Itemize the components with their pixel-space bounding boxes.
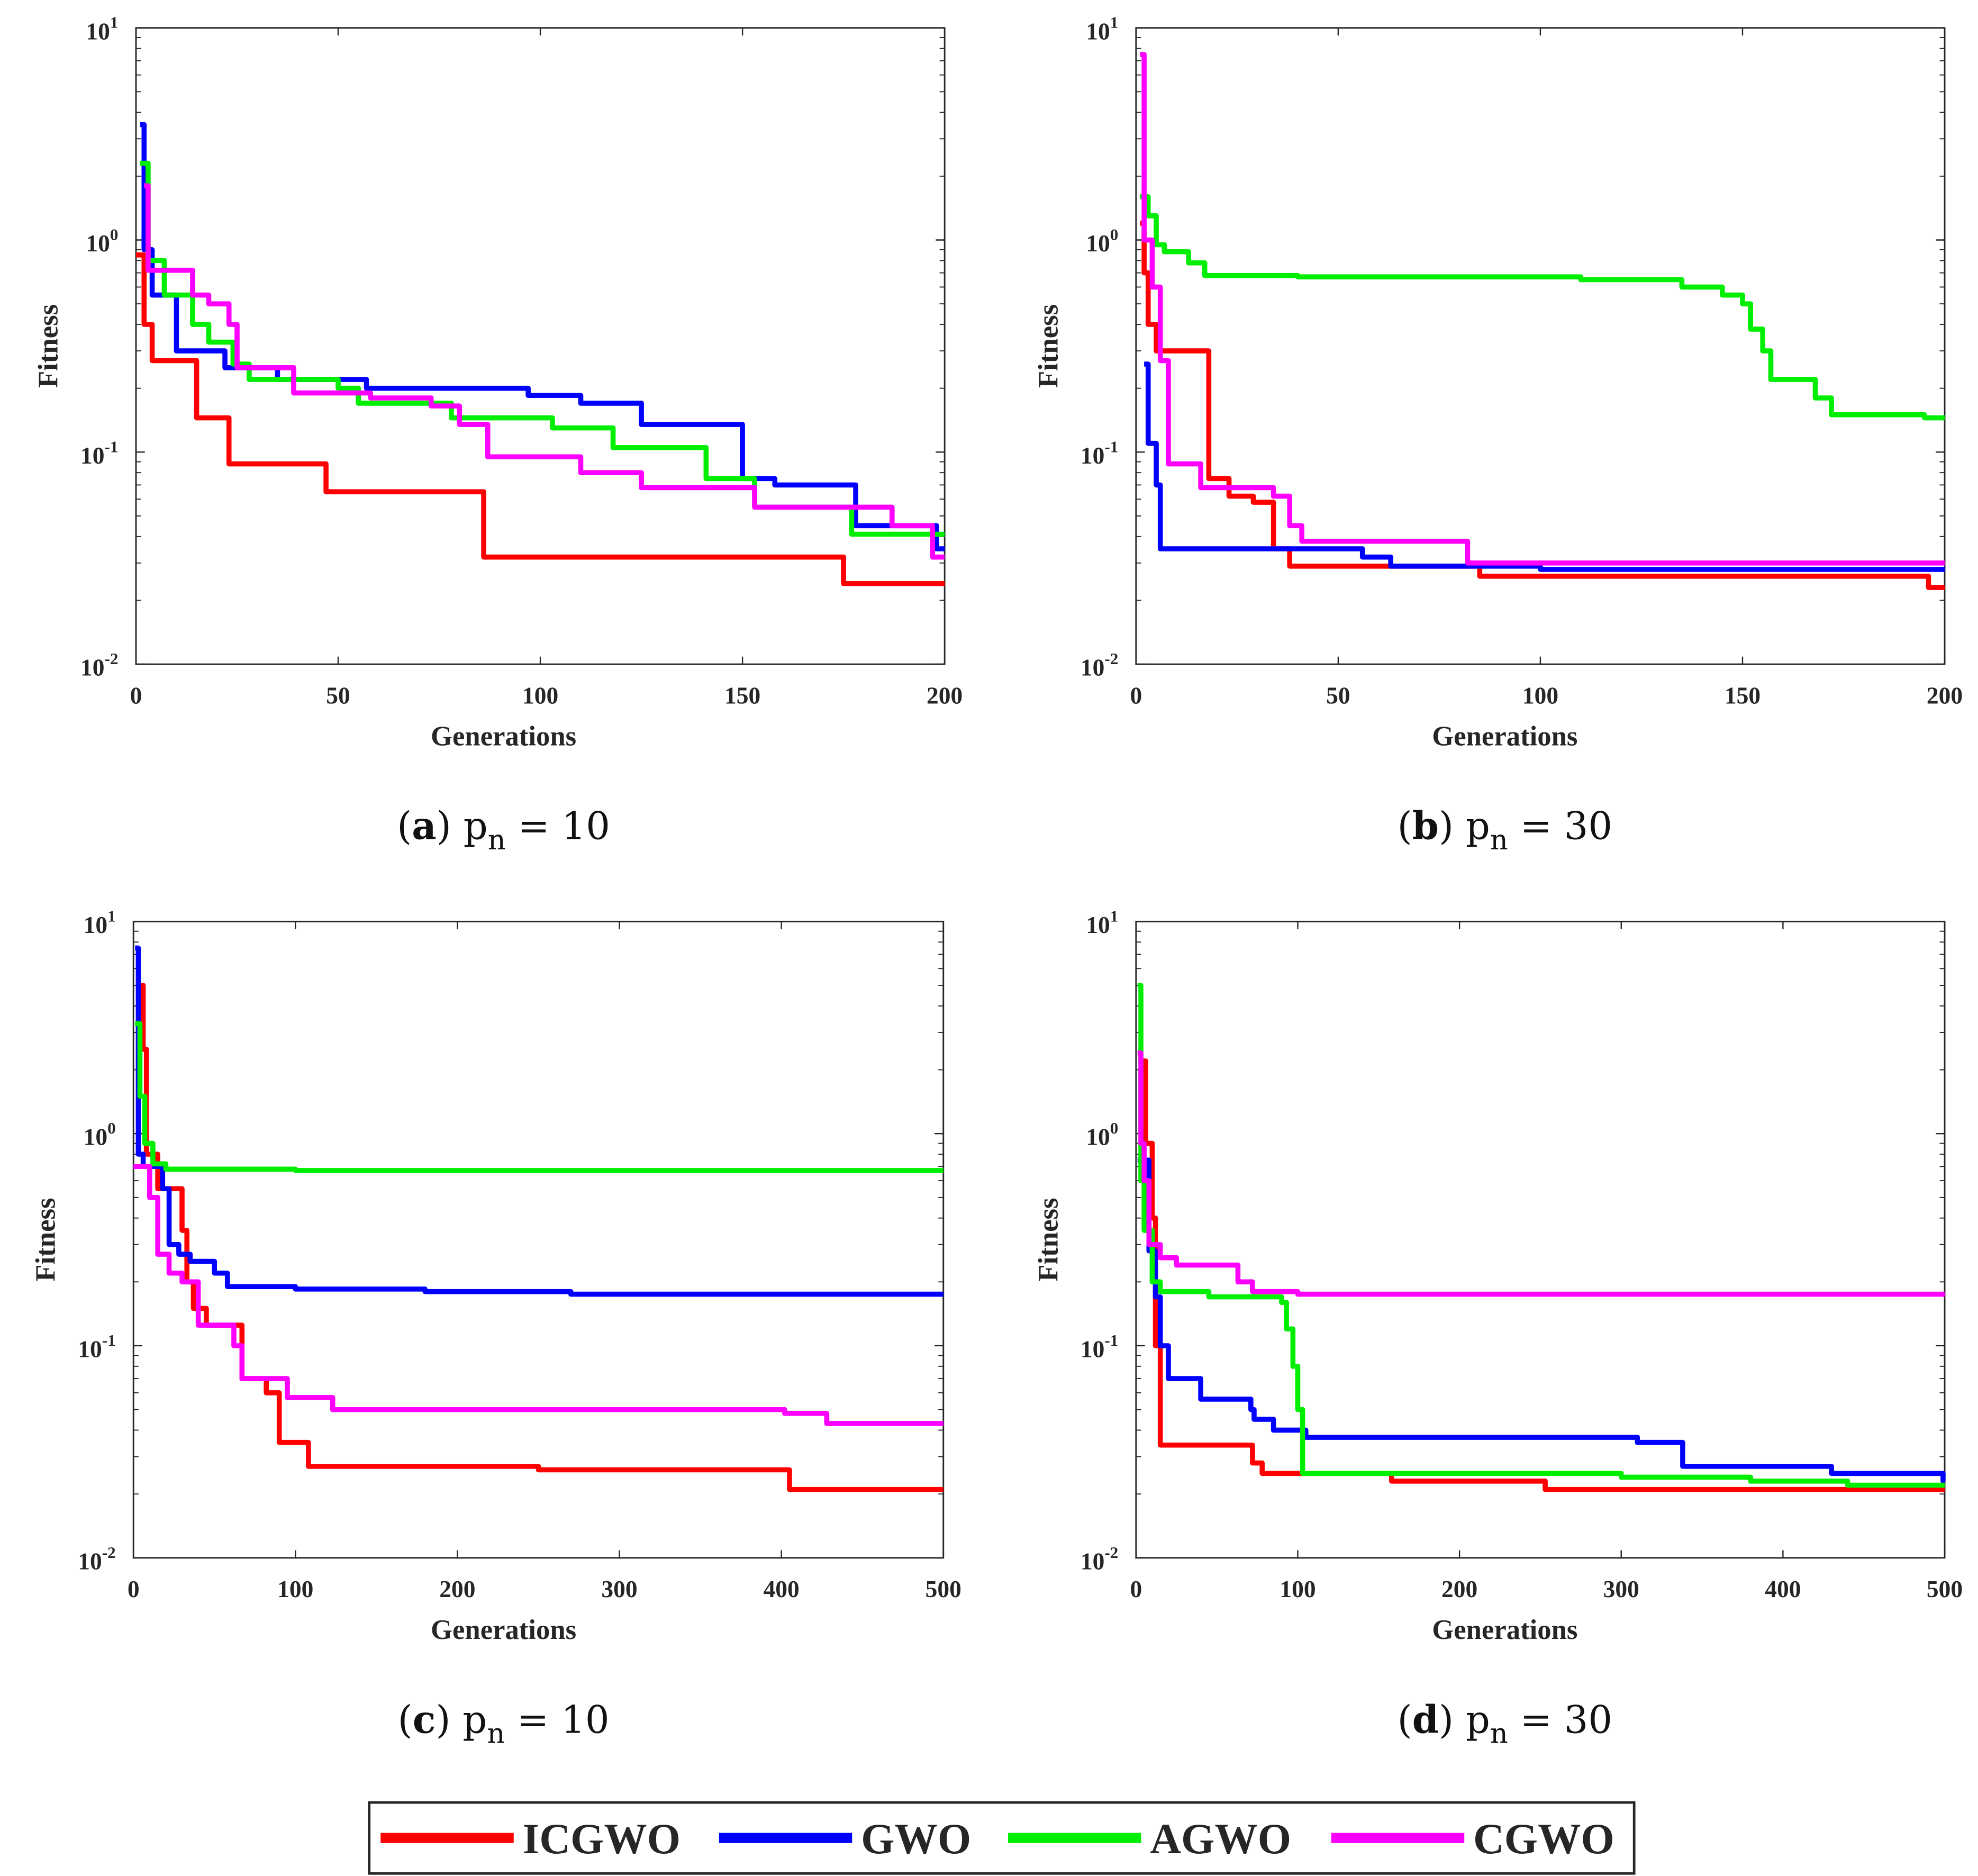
y-tick-label: 100: [1086, 1119, 1118, 1150]
y-tick-label: 10-1: [1081, 437, 1118, 469]
y-tick-label: 10-1: [78, 1331, 115, 1363]
x-tick-label: 300: [601, 1575, 637, 1602]
x-tick-label: 200: [927, 682, 963, 709]
panel-caption: (d) pn = 30: [1398, 1697, 1612, 1750]
x-tick-label: 100: [1522, 682, 1558, 709]
y-tick-label: 10-2: [78, 1543, 115, 1575]
y-tick-label: 101: [1086, 907, 1118, 938]
series-line-icgwo: [1139, 1058, 1945, 1492]
series-line-cgwo: [1140, 51, 1945, 566]
x-tick-label: 200: [439, 1575, 475, 1602]
x-tick-label: 0: [130, 682, 142, 709]
y-tick-label: 10-1: [1081, 1331, 1118, 1363]
panel-caption: (c) pn = 10: [398, 1697, 610, 1750]
chart-panel-a: 0 50 100 150 200 10-2 10-1 100 101 Generations Fit…: [33, 13, 963, 856]
series-line-icgwo: [135, 252, 945, 586]
series-line-gwo: [1137, 1157, 1946, 1484]
x-tick-label: 300: [1603, 1575, 1639, 1602]
series-line-cgwo: [144, 183, 945, 560]
x-tick-label: 400: [764, 1575, 800, 1602]
legend-item-icgwo: ICGWO: [380, 1815, 680, 1863]
panel-caption: (a) pn = 10: [397, 804, 610, 856]
y-tick-label: 100: [86, 225, 118, 257]
x-axis-label: Generations: [1432, 721, 1577, 751]
y-tick-label: 10-2: [80, 649, 118, 681]
legend-label: CGWO: [1473, 1815, 1614, 1863]
x-tick-label: 100: [277, 1575, 313, 1602]
legend: ICGWO GWO AGWO CGWO: [368, 1801, 1636, 1875]
plot-area: [135, 27, 946, 665]
x-tick-label: 400: [1765, 1575, 1801, 1602]
y-tick-label: 10-2: [1081, 649, 1118, 681]
legend-item-agwo: AGWO: [1008, 1815, 1291, 1863]
y-axis-label: Fitness: [1033, 1198, 1064, 1282]
x-tick-label: 100: [1280, 1575, 1315, 1602]
plot-area: [132, 920, 945, 1559]
series-line-agwo: [140, 160, 945, 537]
legend-item-cgwo: CGWO: [1331, 1815, 1614, 1863]
y-axis-label: Fitness: [33, 304, 63, 388]
x-tick-label: 150: [724, 682, 760, 709]
x-tick-label: 0: [1130, 682, 1142, 709]
legend-box: [368, 1801, 1636, 1875]
x-tick-label: 100: [522, 682, 558, 709]
chart-panel-d: 0 100 200 300 400 500 10-2 10-1 100 101 Generation…: [1033, 907, 1963, 1750]
y-tick-label: 101: [84, 907, 116, 938]
x-tick-label: 50: [326, 682, 350, 709]
series-line-agwo: [1140, 194, 1945, 421]
y-axis-label: Fitness: [31, 1198, 61, 1282]
plot-area: [1135, 920, 1946, 1559]
legend-label: AGWO: [1150, 1815, 1291, 1863]
plot-area: [1135, 27, 1946, 665]
chart-panel-b: 0 50 100 150 200 10-2 10-1 100 101 Generations Fit…: [1033, 13, 1963, 856]
x-tick-label: 500: [926, 1575, 961, 1602]
x-tick-label: 0: [128, 1575, 140, 1602]
y-tick-label: 10-2: [1081, 1543, 1118, 1575]
y-tick-label: 10-1: [80, 437, 118, 469]
y-tick-label: 100: [1086, 225, 1118, 257]
series-line-icgwo: [1140, 220, 1945, 590]
legend-label: ICGWO: [523, 1815, 681, 1863]
x-tick-label: 0: [1130, 1575, 1142, 1602]
legend-item-gwo: GWO: [719, 1815, 971, 1863]
x-tick-label: 200: [1927, 682, 1963, 709]
y-tick-label: 100: [84, 1119, 116, 1150]
x-tick-label: 150: [1725, 682, 1761, 709]
series-line-agwo: [135, 1021, 943, 1173]
y-tick-label: 101: [1086, 13, 1118, 45]
x-axis-label: Generations: [1432, 1615, 1577, 1645]
y-axis-label: Fitness: [1033, 304, 1064, 388]
x-tick-label: 500: [1927, 1575, 1963, 1602]
x-axis-label: Generations: [431, 721, 576, 751]
panel-caption: (b) pn = 30: [1398, 804, 1612, 856]
series-line-gwo: [1144, 361, 1945, 572]
legend-label: GWO: [861, 1815, 971, 1863]
series-line-cgwo: [133, 1164, 943, 1426]
chart-panel-c: 0 100 200 300 400 500 10-2 10-1 100 101 Generation…: [31, 907, 961, 1750]
x-tick-label: 200: [1441, 1575, 1477, 1602]
x-axis-label: Generations: [431, 1615, 576, 1645]
x-tick-label: 50: [1326, 682, 1350, 709]
series-line-cgwo: [1137, 1050, 1945, 1297]
y-tick-label: 101: [86, 13, 118, 45]
